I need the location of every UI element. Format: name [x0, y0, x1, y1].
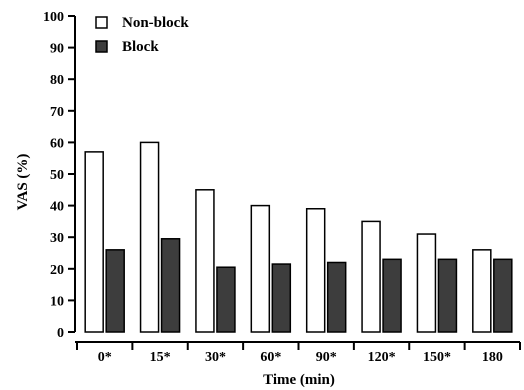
bar-non-block: [361, 220, 381, 333]
y-tick-label: 10: [50, 294, 64, 309]
y-axis: 0 10 20 30 40 50 60 70 80 90 100: [43, 10, 76, 341]
legend-swatch: [95, 40, 108, 53]
bar-non-block: [472, 249, 492, 333]
x-tick-label: 30*: [205, 350, 226, 365]
y-tick-label: 70: [50, 105, 64, 120]
bar-block: [271, 263, 292, 333]
bar-block: [216, 266, 236, 333]
x-axis-label: Time (min): [263, 372, 335, 388]
bar-non-block: [195, 189, 215, 333]
bar-non-block: [84, 151, 104, 333]
x-tick-label: 120*: [368, 350, 396, 365]
legend-swatch: [95, 16, 108, 29]
bar-block: [493, 258, 513, 333]
y-tick-label: 20: [50, 263, 64, 278]
y-axis-label: VAS (%): [15, 154, 31, 211]
legend: Non-block Block: [95, 15, 189, 55]
bar-block: [326, 261, 347, 333]
legend-label: Block: [122, 39, 159, 55]
y-tick-label: 90: [50, 42, 64, 57]
x-tick-label: 90*: [316, 350, 337, 365]
y-tick-label: 40: [50, 200, 64, 215]
y-tick-label: 60: [50, 136, 64, 151]
bar-block: [437, 258, 458, 333]
x-tick-label: 60*: [260, 350, 281, 365]
x-tick-label: 15*: [150, 350, 171, 365]
y-tick-label: 50: [50, 168, 64, 183]
bar-block: [105, 249, 125, 333]
bar-block: [160, 238, 181, 333]
bar-block: [382, 258, 402, 333]
x-tick-label: 0*: [98, 350, 112, 365]
y-tick-label: 0: [57, 326, 64, 341]
y-tick-label: 100: [43, 10, 64, 25]
bar-non-block: [250, 204, 271, 333]
x-axis: 0* 15* 30* 60* 90* 120* 150* 180: [75, 341, 521, 365]
bar-non-block: [305, 208, 326, 333]
x-tick-label: 150*: [423, 350, 451, 365]
y-tick-label: 80: [50, 73, 64, 88]
legend-label: Non-block: [122, 15, 189, 31]
bar-non-block: [416, 233, 437, 333]
bars: [84, 141, 513, 333]
bar-non-block: [139, 141, 160, 333]
x-tick-label: 180: [482, 350, 503, 365]
y-tick-label: 30: [50, 231, 64, 246]
